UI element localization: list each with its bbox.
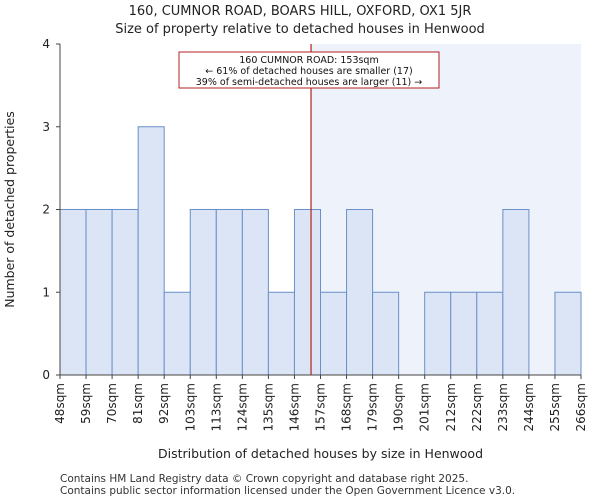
x-tick-label: 59sqm xyxy=(79,383,93,424)
x-tick-label: 212sqm xyxy=(444,383,458,431)
histogram-bar xyxy=(346,209,374,376)
x-tick-label: 70sqm xyxy=(105,383,119,424)
histogram-bar xyxy=(372,291,400,376)
histogram-bar xyxy=(163,291,191,376)
y-tick-label: 1 xyxy=(42,285,50,299)
histogram-bar xyxy=(215,209,243,376)
y-tick-label: 2 xyxy=(42,203,50,217)
histogram-bar xyxy=(424,291,452,376)
y-tick-label: 3 xyxy=(42,120,50,134)
y-axis-title: Number of detached properties xyxy=(2,111,17,308)
histogram-bar xyxy=(476,291,504,376)
histogram-bar xyxy=(502,209,530,376)
x-tick-label: 157sqm xyxy=(314,383,328,431)
x-tick-label: 222sqm xyxy=(470,383,484,431)
x-tick-label: 244sqm xyxy=(522,383,536,431)
chart-title-line1: 160, CUMNOR ROAD, BOARS HILL, OXFORD, OX… xyxy=(128,4,472,19)
x-tick-label: 48sqm xyxy=(53,383,67,424)
y-tick-label: 4 xyxy=(42,37,50,51)
histogram-bar xyxy=(267,291,295,376)
annotation-box xyxy=(178,51,440,89)
x-tick-label: 113sqm xyxy=(209,383,223,431)
x-tick-label: 179sqm xyxy=(366,383,380,431)
x-axis-title: Distribution of detached houses by size … xyxy=(158,446,483,461)
footer-licence: Contains public sector information licen… xyxy=(60,485,516,497)
histogram-bar xyxy=(189,209,217,376)
x-tick-label: 168sqm xyxy=(340,383,354,431)
histogram-bar xyxy=(554,291,582,376)
histogram-bar xyxy=(111,209,139,376)
histogram-bar xyxy=(320,291,348,376)
histogram-bar xyxy=(59,209,87,376)
histogram-bar xyxy=(137,126,165,376)
x-tick-label: 146sqm xyxy=(287,383,301,431)
x-tick-label: 201sqm xyxy=(418,383,432,431)
y-tick-label: 0 xyxy=(42,368,50,382)
histogram-bar xyxy=(293,209,322,376)
annotation-line1: 160 CUMNOR ROAD: 153sqm xyxy=(239,55,378,66)
histogram-bar xyxy=(450,291,478,376)
x-tick-label: 92sqm xyxy=(157,383,171,424)
footer-copyright: Contains HM Land Registry data © Crown c… xyxy=(60,473,469,485)
histogram-bar xyxy=(85,209,113,376)
x-tick-label: 81sqm xyxy=(131,383,145,424)
x-tick-label: 233sqm xyxy=(496,383,510,431)
x-tick-label: 124sqm xyxy=(235,383,249,431)
histogram-bar xyxy=(241,209,269,376)
x-tick-label: 190sqm xyxy=(392,383,406,431)
annotation-line3: 39% of semi-detached houses are larger (… xyxy=(196,77,423,88)
chart-title-line2: Size of property relative to detached ho… xyxy=(115,22,485,37)
x-tick-label: 266sqm xyxy=(574,383,588,431)
x-tick-label: 255sqm xyxy=(548,383,562,431)
annotation-line2: ← 61% of detached houses are smaller (17… xyxy=(205,66,412,77)
x-tick-label: 103sqm xyxy=(183,383,197,431)
x-tick-label: 135sqm xyxy=(261,383,275,431)
